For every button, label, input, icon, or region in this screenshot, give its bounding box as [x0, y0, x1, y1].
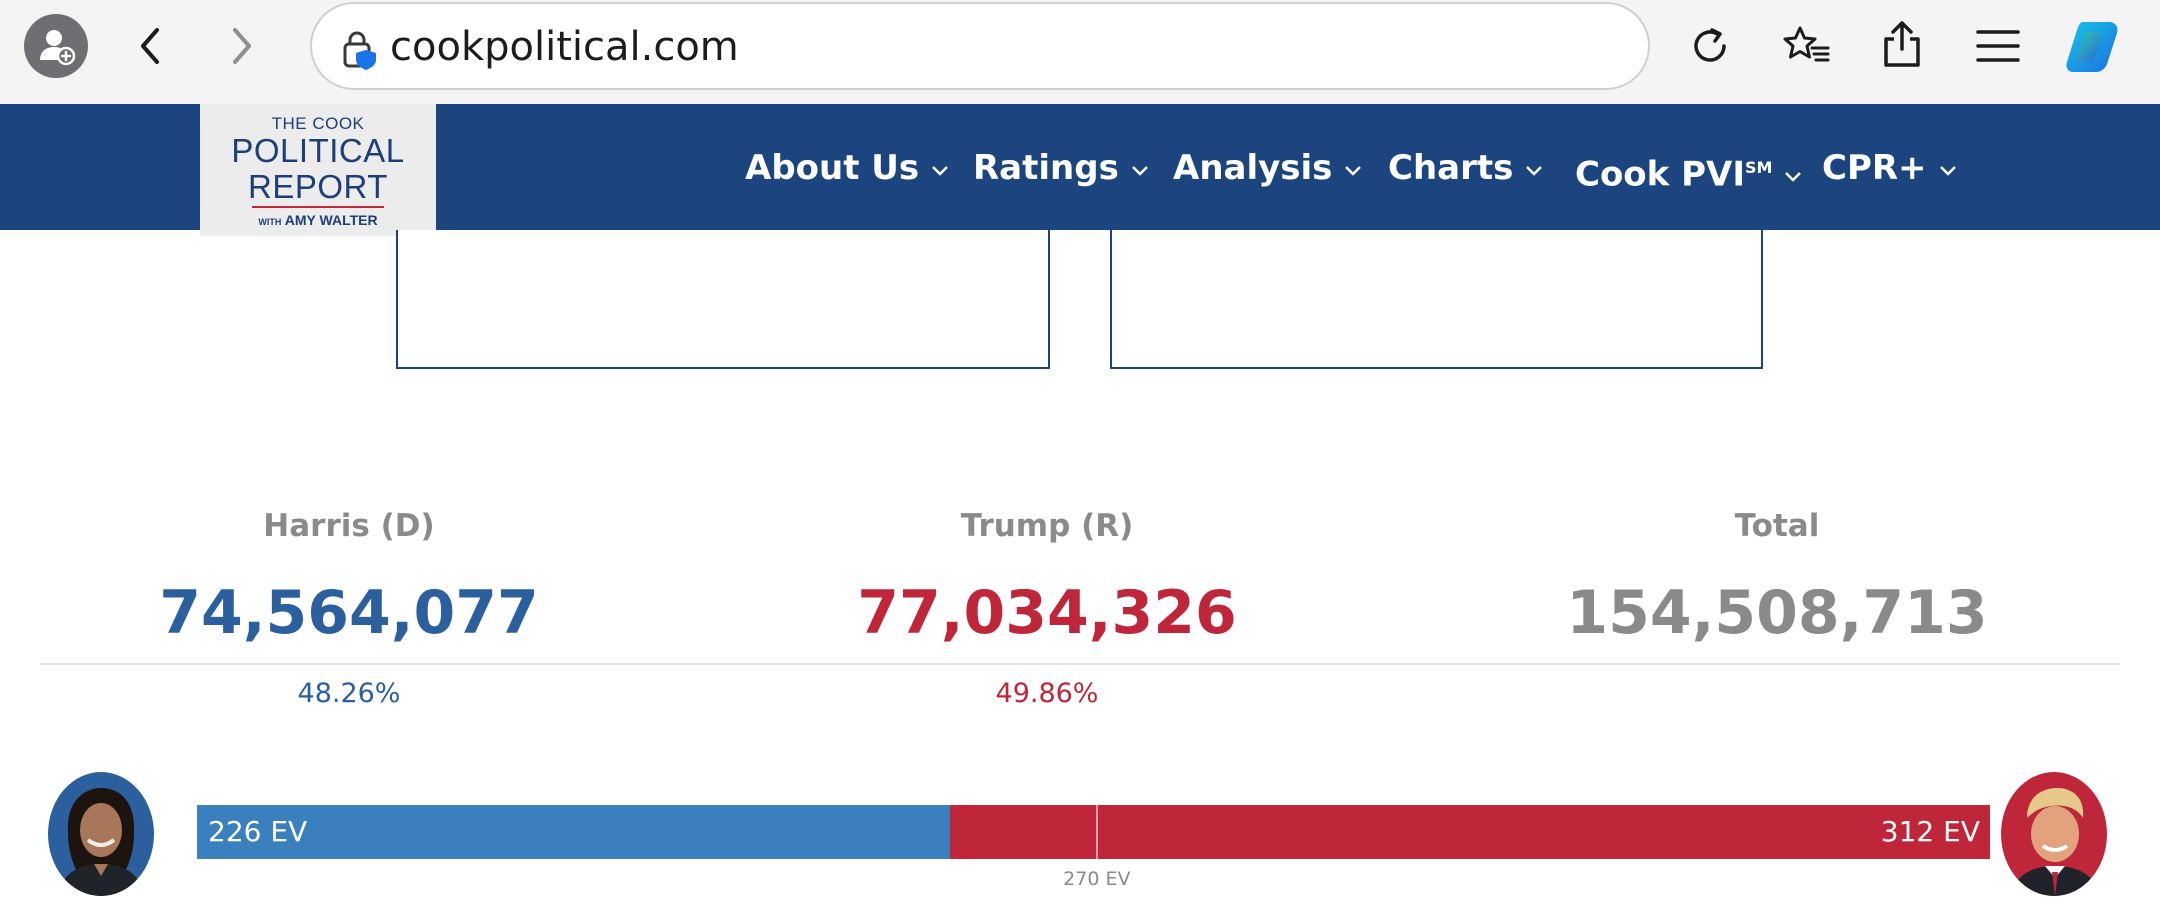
harris-percent: 48.26%	[297, 678, 401, 709]
total-label: Total	[1734, 508, 1820, 544]
content-box-left	[396, 230, 1050, 369]
site-logo[interactable]: THE COOK POLITICAL REPORT WITH AMY WALTE…	[200, 104, 436, 236]
trump-avatar	[2001, 772, 2107, 896]
trump-votes: 77,034,326	[857, 578, 1237, 648]
nav-item-cpr-plus[interactable]: CPR+	[1822, 144, 1959, 192]
chevron-down-icon	[1785, 171, 1802, 182]
trump-percent: 49.86%	[995, 678, 1099, 709]
forward-arrow-icon[interactable]	[222, 22, 262, 70]
share-icon[interactable]	[1876, 16, 1928, 72]
profile-icon[interactable]	[24, 14, 88, 78]
chevron-down-icon	[932, 165, 949, 176]
content-box-right	[1110, 230, 1763, 369]
chevron-down-icon	[1526, 165, 1543, 176]
nav-item-ratings[interactable]: Ratings	[973, 144, 1151, 192]
harris-label: Harris (D)	[263, 508, 435, 544]
harris-votes: 74,564,077	[159, 578, 539, 648]
rep-ev-label: 312 EV	[1880, 815, 1980, 848]
nav-item-charts[interactable]: Charts	[1388, 144, 1545, 192]
trump-label: Trump (R)	[960, 508, 1134, 544]
harris-avatar	[48, 772, 154, 896]
browser-toolbar: cookpolitical.com	[0, 0, 2160, 104]
stats-divider	[40, 663, 2120, 665]
nav-item-analysis[interactable]: Analysis	[1173, 144, 1364, 192]
logo-line-the-cook: THE COOK	[271, 114, 365, 133]
dem-ev-label: 226 EV	[208, 815, 308, 848]
back-arrow-icon[interactable]	[130, 22, 170, 70]
address-bar[interactable]: cookpolitical.com	[310, 2, 1650, 90]
logo-line-report: REPORT	[248, 168, 388, 205]
chevron-down-icon	[1131, 165, 1148, 176]
chevron-down-icon	[1939, 165, 1956, 176]
nav-item-about-us[interactable]: About Us	[745, 144, 951, 192]
ev-bar-dem-segment	[197, 805, 951, 859]
total-votes: 154,508,713	[1566, 578, 1988, 648]
logo-line-amy-walter: WITH AMY WALTER	[258, 212, 378, 228]
chevron-down-icon	[1345, 165, 1362, 176]
copilot-icon[interactable]	[2062, 16, 2124, 76]
lock-shield-icon	[342, 30, 378, 70]
electoral-vote-bar: 226 EV 312 EV	[197, 805, 1990, 859]
ev-threshold-marker	[1095, 805, 1098, 859]
ev-threshold-label: 270 EV	[1063, 868, 1131, 890]
nav-item-cook-pvi[interactable]: Cook PVISM	[1575, 144, 1804, 194]
main-nav: About Us Ratings Analysis Charts Cook PV…	[0, 104, 2160, 230]
reload-icon[interactable]	[1684, 20, 1736, 72]
favorites-icon[interactable]	[1780, 20, 1832, 72]
logo-line-political: POLITICAL	[231, 132, 405, 169]
logo-rule	[252, 206, 384, 208]
menu-icon[interactable]	[1972, 22, 2024, 70]
url-text[interactable]: cookpolitical.com	[390, 24, 739, 70]
